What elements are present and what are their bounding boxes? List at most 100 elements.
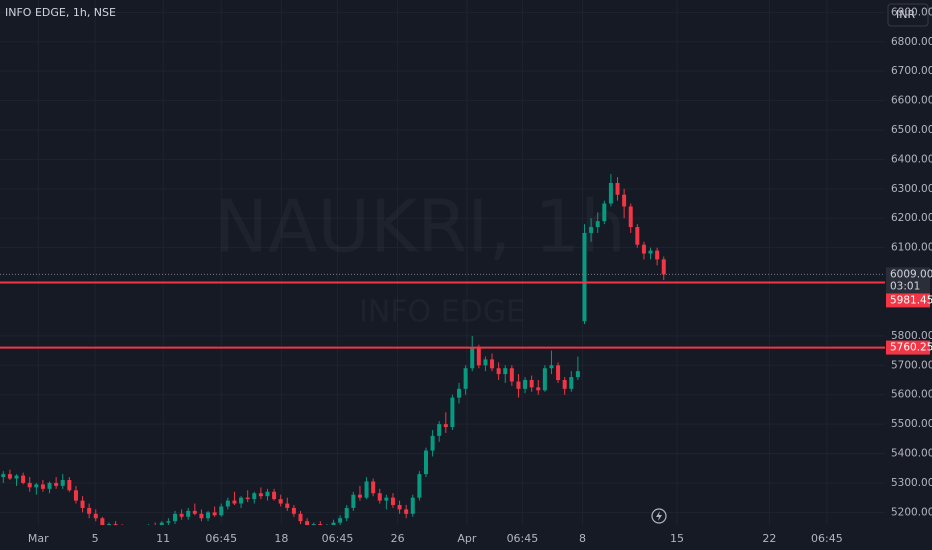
chart-title: INFO EDGE, 1h, NSE [5, 6, 116, 19]
candle-body [523, 380, 528, 389]
candle-body [67, 480, 72, 491]
candle-body [113, 524, 118, 525]
x-tick-label: Apr [457, 532, 477, 545]
candle-body [159, 522, 164, 525]
x-tick-label: 15 [670, 532, 684, 545]
y-tick-label: 6200.00 [891, 212, 932, 224]
candle-body [589, 227, 594, 233]
candle-body [423, 450, 428, 475]
y-tick-label: 6800.00 [891, 36, 932, 48]
candle-body [192, 510, 197, 514]
candle-body [232, 500, 237, 504]
y-tick-label: 5300.00 [891, 477, 932, 489]
candle-body [245, 497, 250, 500]
x-tick-label: 5 [92, 532, 99, 545]
candle-body [490, 359, 495, 369]
icon-circle[interactable] [651, 508, 667, 524]
candle-body [199, 513, 204, 519]
y-tick-label: 6100.00 [891, 242, 932, 254]
x-tick-label: 06:45 [322, 532, 354, 545]
candle-body [648, 250, 653, 254]
last-price-label: 6009.00 [890, 268, 932, 280]
candle-body [258, 493, 263, 497]
candle-body [206, 512, 211, 519]
watermark-subtitle: INFO EDGE [359, 295, 525, 330]
candle-body [529, 380, 534, 388]
candle-body [311, 524, 316, 525]
candle-body [384, 497, 389, 501]
watermark: NAUKRI, 1h [214, 185, 626, 269]
y-tick-label: 5700.00 [891, 359, 932, 371]
candle-body [377, 493, 382, 501]
candle-body [87, 507, 92, 514]
candle-body [390, 497, 395, 505]
candle-body [219, 506, 224, 516]
candle-body [34, 484, 39, 488]
candle-body [285, 503, 290, 508]
candle-body [575, 371, 580, 378]
line-price-label: 5760.25 [890, 342, 932, 354]
candle-body [100, 518, 105, 525]
candle-body [404, 509, 409, 514]
candle-body [173, 513, 178, 522]
candle-body [397, 505, 402, 510]
countdown: 03:01 [890, 280, 920, 292]
line-price-box [886, 340, 930, 355]
candle-body [615, 182, 620, 195]
y-tick-label: 6500.00 [891, 124, 932, 136]
x-tick-label: 06:45 [811, 532, 843, 545]
candle-body [1, 474, 6, 478]
candle-body [318, 524, 323, 525]
candle-body [305, 521, 310, 525]
candle-body [483, 359, 488, 366]
candle-body [291, 507, 296, 514]
candle-body [503, 368, 508, 375]
x-tick-label: 06:45 [507, 532, 539, 545]
candle-body [476, 347, 481, 366]
candle-body [516, 381, 521, 389]
candles [1, 174, 666, 525]
candle-body [450, 397, 455, 428]
candle-body [641, 244, 646, 254]
candle-body [252, 493, 257, 500]
candle-body [417, 474, 422, 498]
line-price-label: 5981.45 [890, 294, 932, 306]
candle-body [344, 507, 349, 519]
grid [0, 0, 885, 525]
y-tick-label: 6300.00 [891, 183, 932, 195]
y-tick-label: 5600.00 [891, 389, 932, 401]
candle-body [635, 227, 640, 245]
y-tick-label: 5800.00 [891, 330, 932, 342]
currency-box[interactable] [887, 3, 929, 27]
candle-body [225, 500, 230, 507]
candle-body [595, 221, 600, 228]
candle-body [371, 481, 376, 494]
candle-body [331, 522, 336, 525]
last-price-box [886, 267, 930, 294]
candle-body [364, 481, 369, 498]
candle-body [628, 206, 633, 228]
candle-body [7, 474, 12, 479]
candle-body [73, 490, 78, 501]
candle-body [562, 380, 567, 389]
y-tick-label: 5400.00 [891, 448, 932, 460]
candle-body [556, 365, 561, 380]
x-tick-label: 06:45 [205, 532, 237, 545]
candle-body [265, 491, 270, 497]
candle-body [272, 491, 277, 500]
x-tick-label: Mar [28, 532, 49, 545]
candle-body [212, 512, 217, 516]
replay-icon[interactable] [651, 508, 667, 524]
candle-body [608, 182, 613, 204]
candle-body [430, 435, 435, 451]
candle-body [549, 365, 554, 369]
candle-body [437, 424, 442, 436]
candle-body [463, 368, 468, 389]
icon-bolt[interactable] [656, 511, 662, 521]
candle-body [106, 524, 111, 525]
candle-body [457, 388, 462, 398]
currency[interactable]: INR [896, 8, 915, 21]
candle-body [509, 368, 514, 382]
